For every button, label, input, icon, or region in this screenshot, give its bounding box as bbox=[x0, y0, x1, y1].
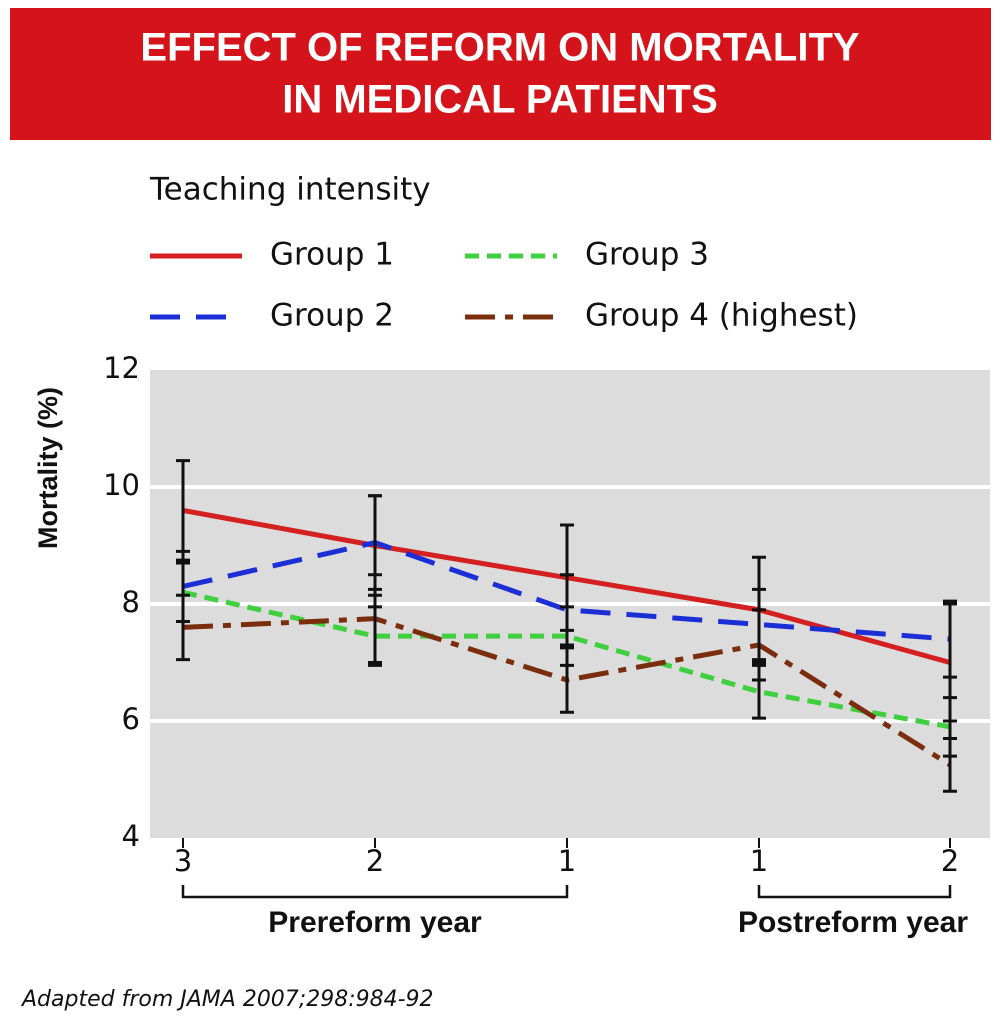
error-bar bbox=[176, 593, 190, 662]
error-bar bbox=[368, 573, 382, 664]
y-tick-label: 12 bbox=[103, 351, 140, 385]
chart-title: EFFECT OF REFORM ON MORTALITY bbox=[140, 26, 860, 70]
error-bar bbox=[943, 737, 957, 793]
y-axis-title: Mortality (%) bbox=[33, 387, 63, 549]
x-tick-label: 2 bbox=[366, 844, 384, 878]
x-tick-label: 1 bbox=[750, 844, 768, 878]
legend-text: Group 1 bbox=[270, 237, 394, 273]
error-bar bbox=[560, 646, 574, 714]
error-bar bbox=[752, 608, 766, 682]
legend-title: Teaching intensity bbox=[149, 172, 431, 208]
group-label: Prereform year bbox=[268, 906, 482, 939]
chart-title: IN MEDICAL PATIENTS bbox=[282, 78, 718, 122]
x-tick-label: 2 bbox=[941, 844, 959, 878]
x-tick-label: 1 bbox=[558, 844, 576, 878]
legend-text: Group 3 bbox=[585, 237, 709, 273]
title-banner bbox=[10, 8, 991, 140]
source-note: Adapted from JAMA 2007;298:984-92 bbox=[20, 987, 434, 1012]
group-label: Postreform year bbox=[738, 906, 968, 939]
x-tick-label: 3 bbox=[174, 844, 192, 878]
group-bracket bbox=[757, 885, 952, 899]
y-tick-label: 10 bbox=[103, 468, 140, 502]
error-bar bbox=[943, 599, 957, 679]
legend-text: Group 4 (highest) bbox=[585, 298, 858, 334]
group-bracket bbox=[181, 885, 569, 899]
series-line bbox=[182, 539, 951, 642]
y-tick-label: 8 bbox=[122, 585, 140, 619]
legend-text: Group 2 bbox=[270, 298, 394, 334]
y-tick-label: 6 bbox=[122, 702, 140, 736]
y-tick-label: 4 bbox=[122, 819, 140, 853]
